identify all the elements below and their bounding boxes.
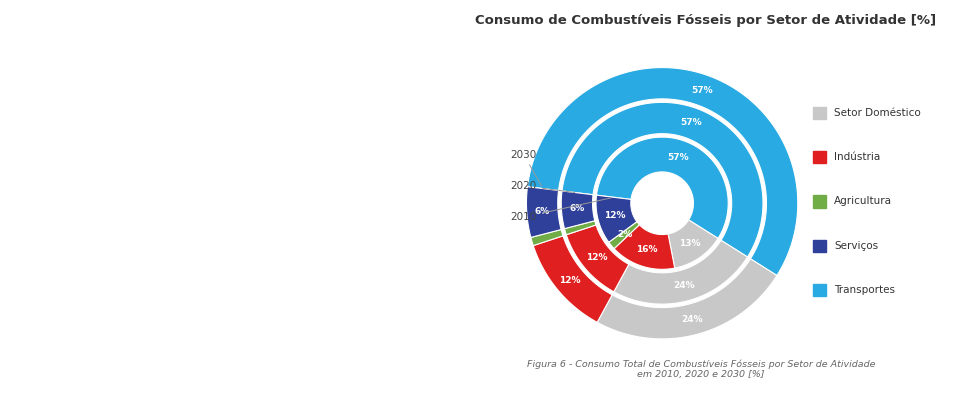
Bar [813, 195, 826, 208]
Polygon shape [614, 225, 675, 269]
Text: Consumo de Combustíveis Fósseis por Setor de Atividade [%]: Consumo de Combustíveis Fósseis por Seto… [475, 14, 936, 27]
Polygon shape [562, 102, 763, 257]
Polygon shape [613, 240, 748, 304]
Text: 2030: 2030 [511, 150, 541, 186]
Polygon shape [533, 236, 612, 322]
Text: 12%: 12% [559, 276, 581, 285]
Bar [813, 107, 826, 119]
Text: Indústria: Indústria [834, 152, 880, 162]
Polygon shape [531, 229, 563, 246]
Text: 6%: 6% [535, 207, 550, 216]
Text: 16%: 16% [636, 245, 658, 254]
Bar [813, 151, 826, 163]
Polygon shape [562, 191, 595, 229]
Polygon shape [566, 225, 629, 292]
Polygon shape [526, 187, 562, 237]
Polygon shape [596, 137, 729, 239]
Text: Serviços: Serviços [834, 241, 878, 251]
Text: 24%: 24% [673, 281, 694, 290]
Text: 24%: 24% [682, 315, 703, 324]
Text: 13%: 13% [679, 239, 701, 248]
Text: 57%: 57% [680, 118, 702, 127]
Polygon shape [609, 222, 639, 249]
Bar [813, 240, 826, 252]
Polygon shape [564, 221, 596, 235]
Polygon shape [527, 67, 798, 276]
Bar [813, 284, 826, 296]
Text: 2%: 2% [617, 230, 633, 239]
Text: 2010: 2010 [511, 198, 612, 222]
Text: 57%: 57% [691, 86, 713, 94]
Polygon shape [596, 195, 636, 242]
Polygon shape [597, 259, 777, 339]
Text: Setor Doméstico: Setor Doméstico [834, 108, 921, 118]
Text: Transportes: Transportes [834, 285, 896, 295]
Text: Agricultura: Agricultura [834, 197, 892, 206]
Text: Figura 6 - Consumo Total de Combustíveis Fósseis por Setor de Atividade
em 2010,: Figura 6 - Consumo Total de Combustíveis… [526, 359, 876, 379]
Circle shape [635, 175, 690, 231]
Text: 6%: 6% [569, 204, 585, 213]
Text: 57%: 57% [667, 153, 689, 162]
Text: 12%: 12% [604, 211, 626, 220]
Polygon shape [668, 220, 718, 268]
Text: 2020: 2020 [511, 181, 575, 193]
Text: 12%: 12% [586, 253, 608, 262]
